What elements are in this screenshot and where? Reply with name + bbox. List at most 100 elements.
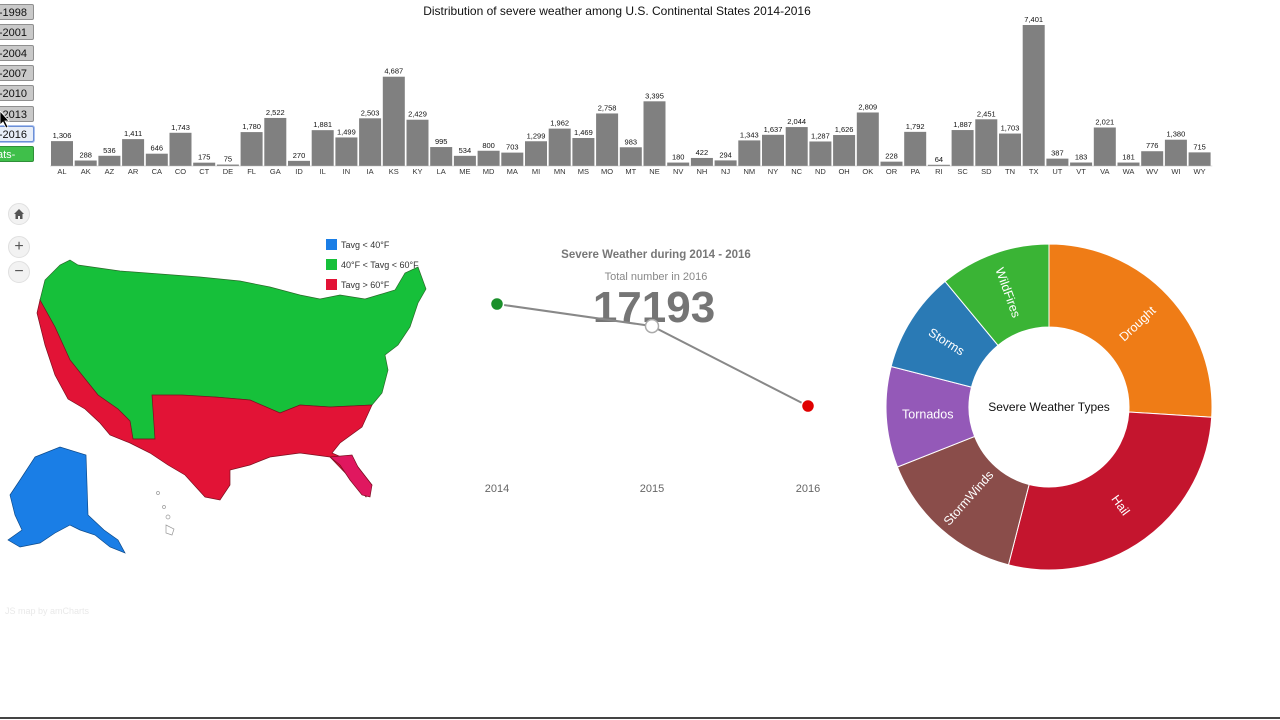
- year-button[interactable]: -2013: [0, 105, 34, 122]
- bar[interactable]: [1164, 139, 1187, 166]
- x-tick-label: CO: [175, 167, 186, 176]
- bar-value-label: 715: [1193, 142, 1206, 151]
- bar[interactable]: [785, 127, 808, 166]
- bar-value-label: 64: [935, 155, 943, 164]
- bar[interactable]: [98, 155, 121, 166]
- bar[interactable]: [1046, 158, 1069, 166]
- bar[interactable]: [430, 147, 453, 166]
- x-tick-label: IL: [320, 167, 326, 176]
- bar[interactable]: [690, 157, 713, 166]
- bar[interactable]: [406, 119, 429, 166]
- bar[interactable]: [856, 112, 879, 166]
- x-tick-label: TN: [1005, 167, 1015, 176]
- map-region-florida[interactable]: [329, 454, 373, 498]
- bar[interactable]: [1070, 162, 1093, 166]
- bar[interactable]: [359, 118, 382, 166]
- x-tick-label: VT: [1076, 167, 1086, 176]
- bar-value-label: 387: [1051, 149, 1064, 158]
- home-icon[interactable]: [8, 203, 30, 225]
- x-tick-label: NV: [673, 167, 683, 176]
- donut-slice[interactable]: [1007, 411, 1213, 571]
- bar[interactable]: [927, 164, 950, 166]
- zoom-in-icon[interactable]: +: [8, 236, 30, 258]
- x-tick-label: OR: [886, 167, 898, 176]
- bar[interactable]: [951, 130, 974, 166]
- bar[interactable]: [1093, 127, 1116, 166]
- bar[interactable]: [51, 141, 73, 166]
- bar[interactable]: [643, 101, 666, 166]
- x-tick-label: WV: [1146, 167, 1158, 176]
- bar-value-label: 1,306: [53, 131, 72, 140]
- donut-slice[interactable]: [1048, 243, 1213, 418]
- bar[interactable]: [1117, 162, 1140, 166]
- map-region-alaska[interactable]: [7, 446, 126, 554]
- bar[interactable]: [501, 152, 524, 166]
- x-tick-label: AR: [128, 167, 139, 176]
- year-button[interactable]: -1998: [0, 4, 34, 20]
- bar[interactable]: [999, 133, 1021, 166]
- year-button[interactable]: ats-: [0, 146, 34, 163]
- bar-value-label: 2,809: [858, 102, 877, 111]
- bar[interactable]: [572, 138, 595, 166]
- year-button[interactable]: -2010: [0, 85, 34, 102]
- x-tick-label: AL: [57, 167, 66, 176]
- bar[interactable]: [809, 141, 832, 166]
- bar[interactable]: [216, 164, 239, 166]
- bar-value-label: 534: [459, 146, 472, 155]
- severe-weather-line-chart: Severe Weather during 2014 - 2016 Total …: [485, 249, 820, 495]
- bar[interactable]: [880, 161, 903, 166]
- x-tick-label: WI: [1171, 167, 1180, 176]
- bar-value-label: 1,499: [337, 127, 356, 136]
- legend-item-cold: Tavg < 40°F: [326, 239, 389, 250]
- data-point[interactable]: [644, 318, 660, 334]
- bar[interactable]: [193, 162, 216, 166]
- bar[interactable]: [619, 147, 642, 166]
- bar[interactable]: [169, 132, 192, 166]
- bar-value-label: 3,395: [645, 91, 664, 100]
- bar[interactable]: [833, 135, 856, 166]
- bar[interactable]: [145, 153, 168, 166]
- year-button[interactable]: -2007: [0, 64, 34, 81]
- data-point[interactable]: [800, 398, 816, 414]
- bar[interactable]: [122, 139, 145, 166]
- bar[interactable]: [74, 160, 97, 166]
- bar-value-label: 294: [719, 150, 732, 159]
- x-tick-label: MO: [601, 167, 613, 176]
- bar[interactable]: [264, 117, 287, 166]
- bar-value-label: 703: [506, 143, 519, 152]
- bar[interactable]: [738, 140, 761, 166]
- zoom-out-icon[interactable]: −: [8, 261, 30, 283]
- x-tick-label: NY: [768, 167, 778, 176]
- legend-swatch: [326, 279, 337, 290]
- bar[interactable]: [382, 76, 405, 166]
- year-button[interactable]: -2004: [0, 44, 34, 61]
- map-region-warm[interactable]: [36, 299, 373, 501]
- data-point[interactable]: [489, 296, 505, 312]
- donut-slice[interactable]: [944, 243, 1050, 347]
- bar[interactable]: [548, 128, 571, 166]
- year-button[interactable]: -2016: [0, 125, 34, 142]
- bar[interactable]: [596, 113, 619, 166]
- bar[interactable]: [975, 119, 998, 166]
- bar[interactable]: [477, 150, 500, 166]
- bar[interactable]: [1022, 25, 1045, 166]
- bar[interactable]: [240, 132, 263, 166]
- bar[interactable]: [667, 162, 690, 166]
- bar[interactable]: [288, 160, 310, 166]
- bar[interactable]: [453, 155, 476, 166]
- map-region-hawaii[interactable]: [156, 491, 175, 536]
- year-button[interactable]: -2001: [0, 24, 34, 41]
- bar[interactable]: [311, 130, 334, 166]
- bar-value-label: 1,469: [574, 128, 593, 137]
- bar[interactable]: [762, 134, 784, 166]
- x-tick-label: NH: [696, 167, 707, 176]
- x-tick-label: DE: [223, 167, 233, 176]
- us-map: [7, 259, 427, 554]
- line-chart-title: Severe Weather during 2014 - 2016: [561, 249, 751, 261]
- bar[interactable]: [1188, 152, 1211, 166]
- bar[interactable]: [335, 137, 358, 166]
- bar[interactable]: [525, 141, 547, 166]
- bar[interactable]: [1141, 151, 1164, 166]
- bar[interactable]: [714, 160, 737, 166]
- bar[interactable]: [904, 131, 927, 166]
